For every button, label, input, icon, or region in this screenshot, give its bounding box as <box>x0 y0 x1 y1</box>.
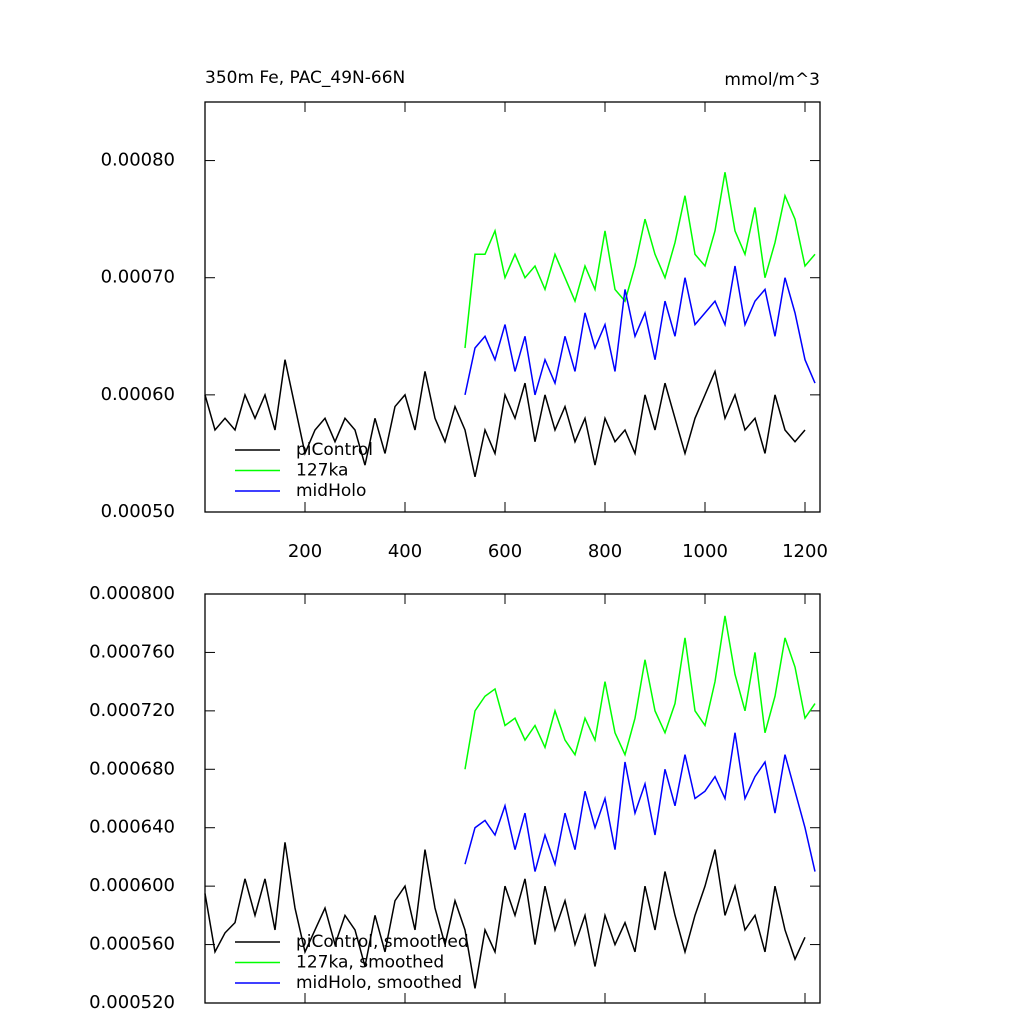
legend-label: piControl <box>296 440 373 460</box>
y-tick-label: 0.000680 <box>89 758 175 779</box>
series-line <box>204 359 806 478</box>
y-tick-label: 0.000520 <box>89 992 175 1013</box>
legend-label: 127ka <box>296 461 348 481</box>
x-tick-label: 600 <box>488 541 522 562</box>
x-tick-label: 1200 <box>782 541 828 562</box>
y-tick-label: 0.00060 <box>101 384 175 405</box>
legend-label: piControl, smoothed <box>296 932 469 952</box>
x-tick-label: 800 <box>588 541 622 562</box>
legend-label: 127ka, smoothed <box>296 953 444 973</box>
y-tick-label: 0.000760 <box>89 641 175 662</box>
y-tick-label: 0.00080 <box>101 150 175 171</box>
y-tick-label: 0.000560 <box>89 934 175 955</box>
series-line <box>464 265 816 396</box>
chart-title: 350m Fe, PAC_49N-66N <box>205 68 405 88</box>
series-line <box>204 842 806 989</box>
y-tick-label: 0.000720 <box>89 700 175 721</box>
units-label: mmol/m^3 <box>724 70 820 90</box>
legend-label: midHolo, smoothed <box>296 973 462 993</box>
series-line <box>464 615 816 770</box>
series-line <box>464 172 816 349</box>
y-tick-label: 0.000600 <box>89 875 175 896</box>
y-tick-label: 0.00050 <box>101 501 175 522</box>
x-tick-label: 400 <box>388 541 422 562</box>
plot-frame <box>204 101 821 513</box>
y-tick-label: 0.000800 <box>89 583 175 604</box>
x-tick-label: 200 <box>288 541 322 562</box>
x-tick-label: 1000 <box>682 541 728 562</box>
plot-frame <box>204 593 821 1004</box>
legend-label: midHolo <box>296 481 366 501</box>
series-line <box>464 732 816 872</box>
y-tick-label: 0.000640 <box>89 817 175 838</box>
y-tick-label: 0.00070 <box>101 267 175 288</box>
